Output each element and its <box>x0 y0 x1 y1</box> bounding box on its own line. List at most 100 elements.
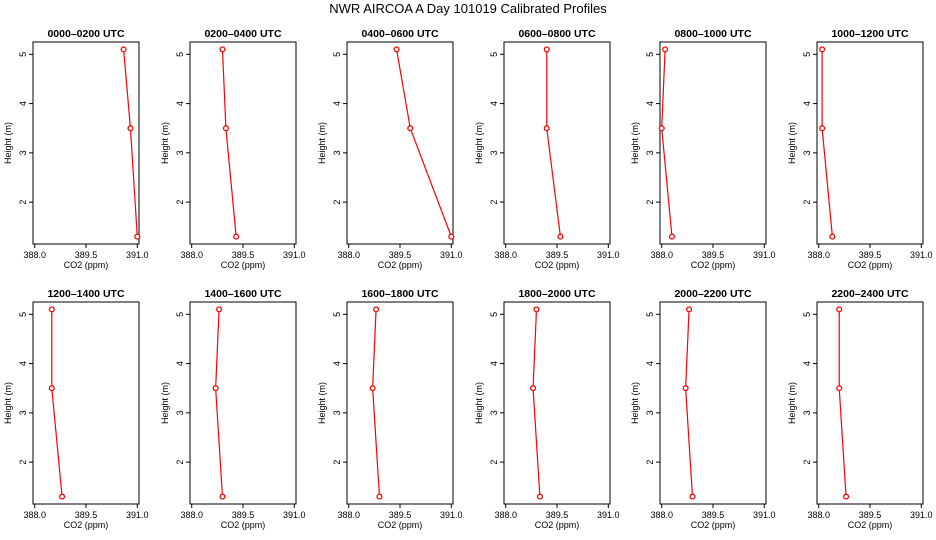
x-tick-label: 391.0 <box>440 510 463 520</box>
y-axis-label: Height (m) <box>3 382 13 424</box>
x-tick-label: 388.0 <box>650 510 673 520</box>
data-point <box>836 385 843 392</box>
y-tick-label: 4 <box>175 361 185 366</box>
y-tick-label: 3 <box>802 410 812 415</box>
y-axis-label: Height (m) <box>3 122 13 164</box>
y-tick-label: 4 <box>802 361 812 366</box>
x-tick-label: 389.5 <box>702 250 725 260</box>
y-tick-label: 5 <box>332 312 342 317</box>
y-tick-label: 4 <box>332 101 342 106</box>
data-point <box>843 493 850 500</box>
y-tick-label: 3 <box>332 150 342 155</box>
y-tick-label: 2 <box>175 460 185 465</box>
y-tick-label: 4 <box>802 101 812 106</box>
y-tick-label: 4 <box>332 361 342 366</box>
x-axis-label: CO2 (ppm) <box>221 520 266 530</box>
x-axis-label: CO2 (ppm) <box>221 260 266 270</box>
data-point <box>668 233 676 240</box>
data-point <box>219 493 226 500</box>
data-point <box>533 306 540 313</box>
x-tick-label: 391.0 <box>283 510 306 520</box>
data-point <box>543 46 550 53</box>
data-point <box>819 125 826 132</box>
profile-line <box>661 49 673 237</box>
x-tick-label: 388.0 <box>494 510 517 520</box>
y-tick-label: 2 <box>802 460 812 465</box>
x-tick-label: 391.0 <box>597 510 620 520</box>
data-point <box>662 46 669 53</box>
x-axis-label: CO2 (ppm) <box>691 260 736 270</box>
data-point <box>376 493 383 500</box>
y-tick-label: 2 <box>489 200 499 205</box>
y-tick-label: 5 <box>645 312 655 317</box>
y-tick-label: 5 <box>18 312 28 317</box>
panel-title: 2200–2400 UTC <box>831 288 908 300</box>
x-tick-label: 389.5 <box>232 250 255 260</box>
x-axis-label: CO2 (ppm) <box>848 260 893 270</box>
data-point <box>689 493 696 500</box>
x-tick-label: 389.5 <box>232 510 255 520</box>
profile-line <box>546 49 562 237</box>
y-tick-label: 2 <box>645 460 655 465</box>
data-point <box>658 125 665 132</box>
x-tick-label: 389.5 <box>75 250 98 260</box>
y-axis-label: Height (m) <box>630 382 640 424</box>
y-tick-label: 5 <box>802 52 812 57</box>
x-tick-label: 389.5 <box>702 510 725 520</box>
y-tick-label: 2 <box>332 200 342 205</box>
x-tick-label: 391.0 <box>910 250 933 260</box>
page-title: NWR AIRCOA A Day 101019 Calibrated Profi… <box>329 1 607 16</box>
data-point <box>48 306 55 313</box>
x-tick-label: 388.0 <box>807 510 830 520</box>
profile-line <box>123 49 138 237</box>
x-tick-label: 389.5 <box>75 510 98 520</box>
panel-title: 1600–1800 UTC <box>361 288 438 300</box>
x-tick-label: 389.5 <box>546 250 569 260</box>
data-point <box>219 46 226 53</box>
y-tick-label: 4 <box>645 361 655 366</box>
x-tick-label: 388.0 <box>180 250 203 260</box>
y-axis-label: Height (m) <box>787 382 797 424</box>
data-point <box>134 233 141 240</box>
profile-line <box>532 309 541 497</box>
x-tick-label: 388.0 <box>650 250 673 260</box>
data-point <box>369 385 376 392</box>
y-tick-label: 4 <box>489 101 499 106</box>
x-tick-label: 389.5 <box>389 510 412 520</box>
x-tick-label: 388.0 <box>23 250 46 260</box>
y-tick-label: 5 <box>802 312 812 317</box>
profile-line <box>215 309 224 497</box>
x-tick-label: 388.0 <box>494 250 517 260</box>
x-axis-label: CO2 (ppm) <box>64 260 109 270</box>
data-point <box>222 125 229 132</box>
data-point <box>557 233 564 240</box>
panel-title: 0000–0200 UTC <box>47 28 124 40</box>
y-axis-label: Height (m) <box>474 382 484 424</box>
y-tick-label: 5 <box>175 312 185 317</box>
plot-frame <box>32 41 140 245</box>
y-tick-label: 3 <box>18 410 28 415</box>
plot-frame <box>659 301 767 505</box>
panel-title: 1200–1400 UTC <box>47 288 124 300</box>
data-point <box>448 233 455 240</box>
panel-title: 1800–2000 UTC <box>518 288 595 300</box>
x-axis-label: CO2 (ppm) <box>64 520 109 530</box>
data-point <box>212 385 219 392</box>
y-tick-label: 2 <box>802 200 812 205</box>
y-tick-label: 3 <box>175 150 185 155</box>
data-point <box>233 233 240 240</box>
x-tick-label: 391.0 <box>910 510 933 520</box>
y-tick-label: 3 <box>332 410 342 415</box>
x-tick-label: 391.0 <box>126 510 149 520</box>
data-point <box>48 385 55 392</box>
data-point <box>836 306 843 313</box>
y-tick-label: 4 <box>645 101 655 106</box>
y-tick-label: 5 <box>489 52 499 57</box>
y-tick-label: 5 <box>175 52 185 57</box>
data-point <box>819 46 826 53</box>
y-tick-label: 4 <box>18 101 28 106</box>
x-tick-label: 391.0 <box>283 250 306 260</box>
data-point <box>59 493 66 500</box>
x-axis-label: CO2 (ppm) <box>848 520 893 530</box>
y-tick-label: 3 <box>802 150 812 155</box>
